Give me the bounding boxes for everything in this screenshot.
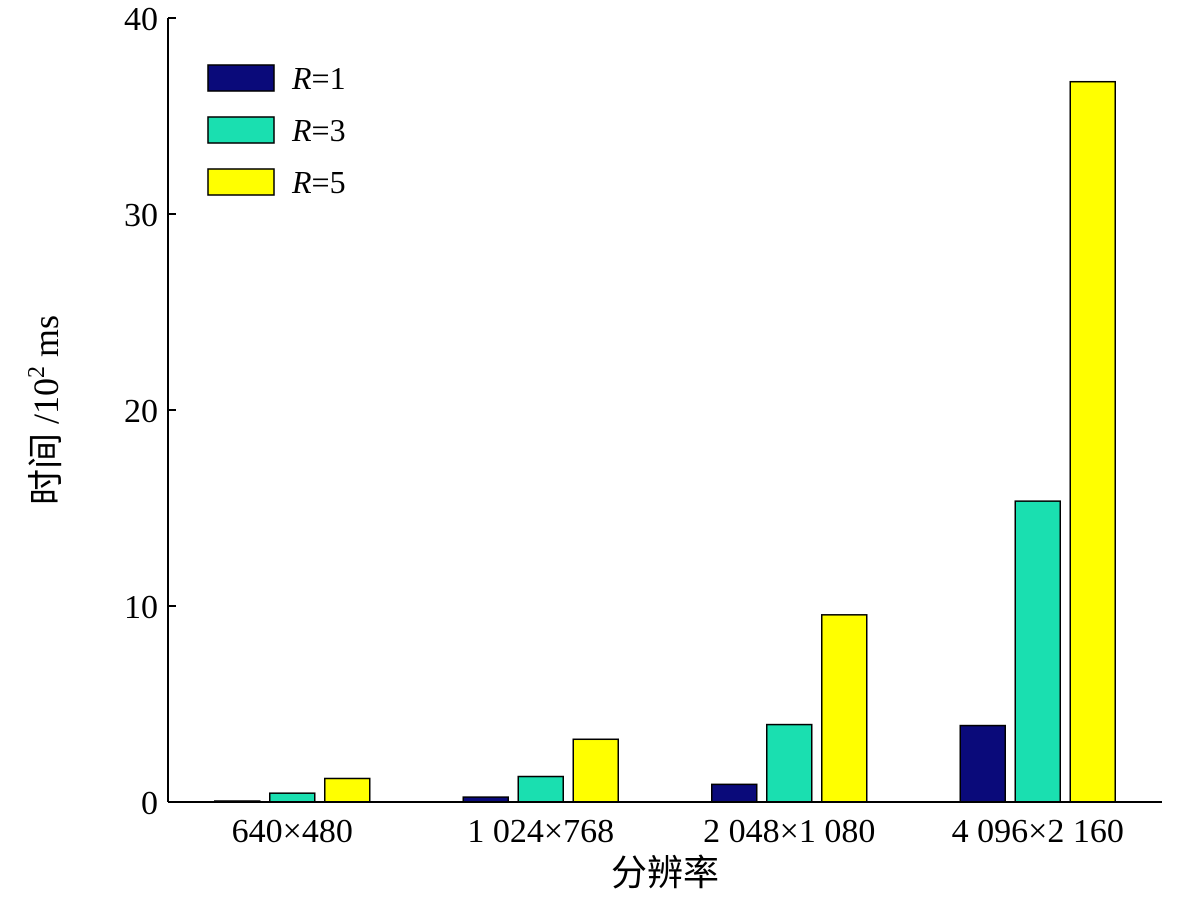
y-tick-label: 0 [141, 785, 158, 822]
bar-r1-3 [959, 724, 1006, 803]
y-ticks-group: 0 10 20 30 40 [124, 1, 176, 822]
x-axis-title: 分辨率 [611, 853, 719, 893]
bar-r3-1 [517, 775, 564, 803]
x-tick-label: 640×480 [232, 813, 353, 850]
bar-r1-2 [711, 783, 758, 803]
legend-swatch [207, 64, 275, 92]
bar-r5-2 [821, 614, 868, 803]
y-tick-label: 10 [124, 589, 158, 626]
y-tick-label: 40 [124, 1, 158, 38]
legend-label-value: =5 [312, 164, 346, 200]
bar-r3-2 [766, 723, 813, 803]
y-tick-label: 30 [124, 197, 158, 234]
bar-r3-3 [1014, 500, 1061, 803]
y-axis-title-unit: ms [26, 315, 66, 366]
legend-label: R=1 [291, 60, 346, 96]
legend-label-value: =1 [312, 60, 346, 96]
legend-label: R=3 [291, 112, 346, 148]
bar-r5-0 [324, 777, 371, 803]
bar-r5-3 [1069, 80, 1116, 803]
y-axis-title-superscript: 2 [24, 366, 50, 378]
y-tick-label: 20 [124, 393, 158, 430]
y-axis-title: 时间 /102 ms [24, 315, 66, 505]
x-tick-label: 4 096×2 160 [952, 813, 1124, 850]
x-tick-label: 2 048×1 080 [703, 813, 875, 850]
bar-r5-1 [572, 738, 619, 803]
legend-swatch [207, 168, 275, 196]
x-tick-label: 1 024×768 [467, 813, 614, 850]
legend-label-var: R [291, 60, 312, 96]
bars-group [214, 80, 1116, 803]
legend-label-value: =3 [312, 112, 346, 148]
y-axis-title-main: 时间 /10 [26, 378, 66, 505]
x-tick-labels-group: 640×480 1 024×768 2 048×1 080 4 096×2 160 [232, 813, 1124, 850]
legend-label: R=5 [291, 164, 346, 200]
legend: R=1R=3R=5 [207, 60, 346, 200]
bar-r3-0 [269, 792, 316, 803]
legend-label-var: R [291, 164, 312, 200]
legend-label-var: R [291, 112, 312, 148]
legend-swatch [207, 116, 275, 144]
